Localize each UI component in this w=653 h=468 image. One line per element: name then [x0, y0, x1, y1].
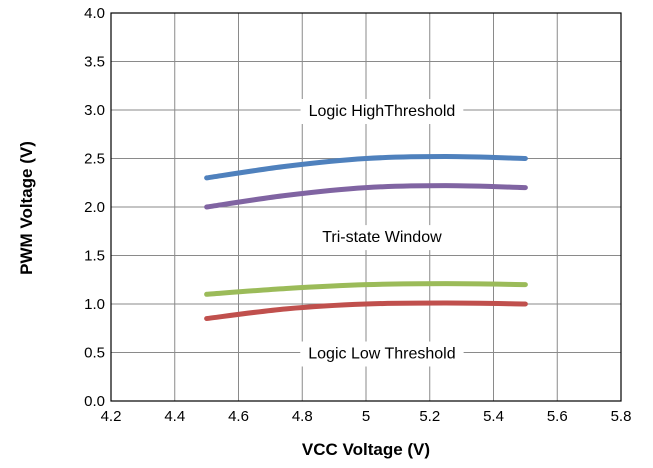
x-tick-label: 4.4: [164, 408, 185, 425]
x-tick-label: 5.6: [547, 408, 568, 425]
x-tick-label: 4.2: [101, 408, 122, 425]
y-axis-title: PWM Voltage (V): [17, 141, 36, 275]
plot-area: Logic HighThreshold Tri-state Window Logic…: [84, 5, 631, 425]
y-tick-label: 1.0: [84, 296, 105, 313]
x-tick-label: 4.8: [292, 408, 313, 425]
x-tick-label: 5.2: [419, 408, 440, 425]
y-tick-label: 0.0: [84, 393, 105, 410]
annotation-background: [300, 99, 464, 124]
y-tick-label: 2.5: [84, 151, 105, 168]
annotation-label: Logic Low Threshold: [308, 346, 455, 363]
y-tick-label: 3.0: [84, 102, 105, 119]
plot-frame: [110, 12, 622, 402]
x-tick-label: 5.8: [611, 408, 632, 425]
x-axis-title: VCC Voltage (V): [302, 440, 430, 459]
y-tick-label: 2.0: [84, 199, 105, 216]
y-tick-label: 4.0: [84, 5, 105, 22]
y-tick-label: 1.5: [84, 248, 105, 265]
x-tick-label: 4.6: [228, 408, 249, 425]
annotation-group: Logic Low Threshold: [300, 341, 464, 367]
series-line-2: [204, 183, 528, 210]
x-tick-label: 5: [362, 408, 370, 425]
annotation-background: [314, 225, 451, 251]
annotation-background: [300, 341, 464, 367]
annotation-group: Logic HighThreshold: [300, 99, 464, 124]
annotation-label: Tri-state Window: [322, 229, 442, 246]
series-line-3: [204, 281, 528, 297]
annotation-label: Logic HighThreshold: [309, 103, 456, 120]
series-line-4: [204, 300, 528, 322]
y-tick-label: 0.5: [84, 345, 105, 362]
annotation-group: Tri-state Window: [314, 225, 451, 251]
x-tick-label: 5.4: [483, 408, 504, 425]
series-line-1: [204, 154, 528, 181]
y-tick-label: 3.5: [84, 54, 105, 71]
